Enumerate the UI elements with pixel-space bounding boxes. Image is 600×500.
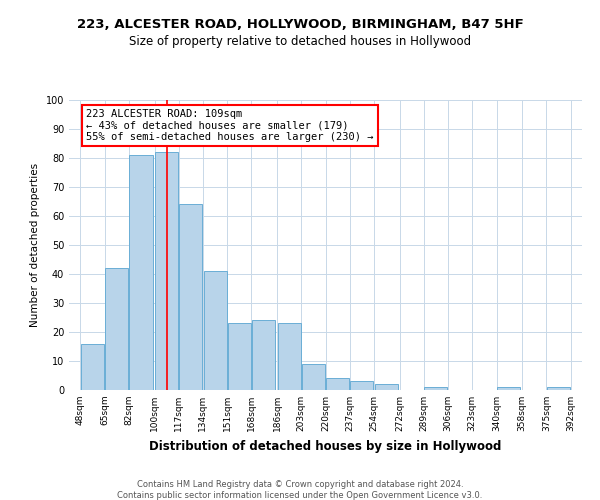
Text: 223, ALCESTER ROAD, HOLLYWOOD, BIRMINGHAM, B47 5HF: 223, ALCESTER ROAD, HOLLYWOOD, BIRMINGHA…: [77, 18, 523, 30]
Bar: [326, 378, 349, 390]
Bar: [105, 268, 128, 390]
Bar: [155, 152, 178, 390]
Bar: [228, 324, 251, 390]
Bar: [302, 364, 325, 390]
Bar: [203, 271, 227, 390]
Text: 223 ALCESTER ROAD: 109sqm
← 43% of detached houses are smaller (179)
55% of semi: 223 ALCESTER ROAD: 109sqm ← 43% of detac…: [86, 108, 374, 142]
Bar: [374, 384, 398, 390]
Bar: [547, 387, 570, 390]
Text: Size of property relative to detached houses in Hollywood: Size of property relative to detached ho…: [129, 35, 471, 48]
Bar: [179, 204, 202, 390]
Bar: [278, 324, 301, 390]
Y-axis label: Number of detached properties: Number of detached properties: [30, 163, 40, 327]
X-axis label: Distribution of detached houses by size in Hollywood: Distribution of detached houses by size …: [149, 440, 502, 452]
Text: Contains public sector information licensed under the Open Government Licence v3: Contains public sector information licen…: [118, 491, 482, 500]
Bar: [350, 382, 373, 390]
Bar: [424, 387, 448, 390]
Bar: [81, 344, 104, 390]
Bar: [497, 387, 520, 390]
Bar: [252, 320, 275, 390]
Bar: [130, 155, 152, 390]
Text: Contains HM Land Registry data © Crown copyright and database right 2024.: Contains HM Land Registry data © Crown c…: [137, 480, 463, 489]
